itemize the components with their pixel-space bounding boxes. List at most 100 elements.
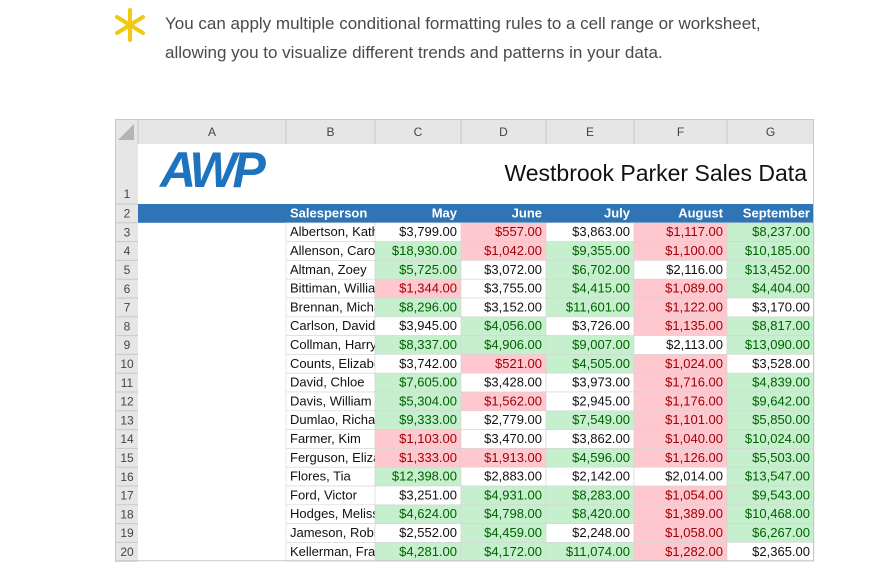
sales-value: $1,333.00 [399,450,457,465]
row-number: 16 [120,470,134,484]
column-letter: A [208,125,216,139]
sales-value: $7,549.00 [572,412,630,427]
sales-value: $3,862.00 [572,431,630,446]
row-number: 10 [120,357,134,371]
sheet-title: Westbrook Parker Sales Data [504,160,807,186]
sales-value: $8,337.00 [399,337,457,352]
sales-value: $2,116.00 [666,262,723,277]
sales-value: $3,528.00 [752,356,810,371]
sales-value: $2,945.00 [572,393,630,408]
column-letter: C [414,125,423,139]
sales-value: $4,839.00 [752,375,810,390]
intro-text: You can apply multiple conditional forma… [165,14,761,62]
sales-value: $1,040.00 [665,431,723,446]
sales-value: $4,404.00 [752,281,810,296]
sales-value: $8,420.00 [572,506,630,521]
sales-value: $557.00 [495,224,542,239]
sales-value: $3,945.00 [399,318,457,333]
sales-value: $8,817.00 [752,318,810,333]
salesperson: Brennan, Michael [290,299,391,314]
sales-value: $1,042.00 [484,243,542,258]
row-number: 9 [124,338,131,352]
sales-value: $3,170.00 [752,299,810,314]
row-number: 6 [124,282,131,296]
salesperson: Davis, William [290,393,372,408]
sales-value: $5,725.00 [399,262,457,277]
sales-value: $1,562.00 [484,393,542,408]
sales-value: $3,251.00 [399,487,457,502]
sales-value: $13,452.00 [745,262,810,277]
sales-value: $1,117.00 [666,224,723,239]
row-number: 4 [124,244,131,258]
salesperson: Flores, Tia [290,469,351,484]
sales-value: $1,103.00 [399,431,457,446]
salesperson: Allenson, Carol [290,243,378,258]
sales-value: $2,883.00 [484,469,542,484]
sales-value: $4,798.00 [484,506,542,521]
sales-value: $3,755.00 [484,281,542,296]
logo: AWP [158,142,267,198]
sales-value: $4,931.00 [484,487,542,502]
sales-value: $1,122.00 [665,299,723,314]
header-cell: August [678,205,723,220]
row-1 [138,144,814,204]
row-number: 1 [124,187,131,201]
row-number: 20 [120,545,134,559]
salesperson: Carlson, David [290,318,375,333]
sales-value: $1,389.00 [665,506,723,521]
sales-value: $1,089.00 [665,281,723,296]
sales-value: $5,304.00 [399,393,457,408]
sales-value: $7,605.00 [399,375,457,390]
sales-value: $1,024.00 [665,356,723,371]
sales-value: $1,101.00 [665,412,723,427]
row-number: 17 [120,489,134,503]
row-number: 2 [124,207,131,221]
column-letter: F [677,125,684,139]
row-number: 7 [124,301,131,315]
header-cell: Salesperson [290,205,367,220]
salesperson: Dumlao, Richard [290,412,387,427]
sales-value: $9,355.00 [572,243,630,258]
sales-value: $4,415.00 [572,281,630,296]
row-number: 5 [124,263,131,277]
star-icon [115,8,145,42]
row-number: 14 [120,432,134,446]
sales-value: $13,547.00 [745,469,810,484]
sales-value: $6,267.00 [752,525,810,540]
salesperson: David, Chloe [290,375,364,390]
sales-value: $2,779.00 [484,412,542,427]
header-cell: September [743,205,810,220]
sales-value: $4,505.00 [572,356,630,371]
sales-value: $8,296.00 [399,299,457,314]
sales-value: $12,398.00 [392,469,457,484]
sales-value: $11,074.00 [566,544,630,559]
column-letter: E [586,125,594,139]
sales-value: $1,344.00 [399,281,457,296]
sales-value: $3,973.00 [572,375,630,390]
sales-value: $4,596.00 [572,450,630,465]
sales-value: $10,024.00 [745,431,810,446]
sales-value: $1,135.00 [665,318,723,333]
salesperson: Hodges, Melissa [290,506,387,521]
row-number: 11 [121,376,134,390]
select-all [118,124,134,140]
sales-value: $2,113.00 [666,337,723,352]
sales-value: $3,742.00 [399,356,457,371]
sales-value: $8,283.00 [572,487,630,502]
salesperson: Farmer, Kim [290,431,361,446]
sales-value: $9,333.00 [399,412,457,427]
sales-value: $3,799.00 [399,224,457,239]
sales-value: $3,072.00 [484,262,542,277]
sales-value: $10,468.00 [745,506,810,521]
sales-value: $5,503.00 [752,450,810,465]
table-header [138,204,814,223]
salesperson: Bittiman, William [290,281,386,296]
sales-value: $18,930.00 [392,243,457,258]
sales-value: $10,185.00 [745,243,810,258]
sales-value: $2,142.00 [572,469,630,484]
sales-value: $1,716.00 [665,375,723,390]
sales-value: $9,543.00 [752,487,810,502]
sales-value: $1,913.00 [484,450,542,465]
